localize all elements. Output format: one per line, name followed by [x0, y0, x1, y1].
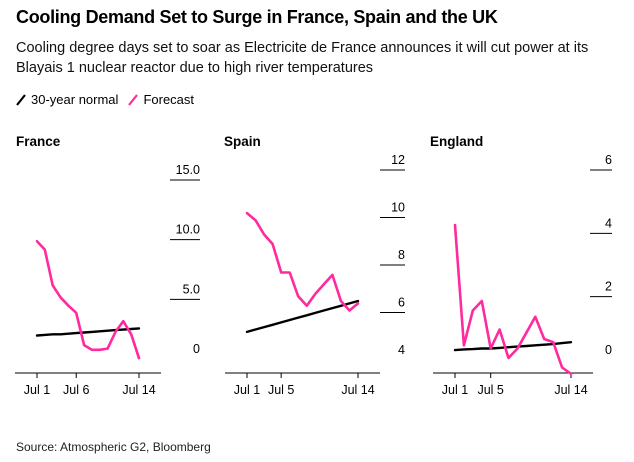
normal-line — [245, 299, 360, 334]
y-tick-label: 0 — [193, 342, 200, 356]
x-tick-label: Jul 1 — [234, 383, 260, 397]
legend-label-normal: 30-year normal — [31, 92, 119, 107]
y-tick-label: 4 — [605, 216, 612, 230]
legend-item-normal: 30-year normal — [16, 92, 118, 107]
x-tick-label: Jul 1 — [442, 383, 468, 397]
panel-title: France — [16, 134, 61, 149]
y-tick-label: 4 — [398, 343, 405, 357]
y-tick-label: 10.0 — [176, 223, 200, 237]
legend-label-forecast: Forecast — [143, 92, 195, 107]
source-note: Source: Atmospheric G2, Bloomberg — [16, 440, 211, 454]
chart-subtitle: Cooling degree days set to soar as Elect… — [16, 40, 589, 76]
x-tick-label: Jul 14 — [341, 383, 374, 397]
y-tick-label: 5.0 — [183, 282, 200, 296]
chart-title: Cooling Demand Set to Surge in France, S… — [16, 7, 498, 27]
x-tick-label: Jul 5 — [477, 383, 503, 397]
y-tick-label: 8 — [398, 248, 405, 262]
normal-swatch-icon — [16, 93, 26, 106]
forecast-line — [245, 211, 360, 312]
y-tick-label: 6 — [605, 153, 612, 167]
forecast-line — [35, 239, 141, 360]
forecast-line — [453, 223, 573, 376]
y-tick-label: 15.0 — [176, 163, 200, 177]
y-tick-label: 10 — [391, 201, 405, 215]
x-tick-label: Jul 6 — [63, 383, 89, 397]
y-tick-label: 2 — [605, 280, 612, 294]
forecast-swatch-icon — [128, 93, 139, 106]
y-tick-label: 12 — [391, 153, 405, 167]
panel-france: France 0 5.0 10.0 15.0 Jul 1 Jul 6 Jul 14 — [15, 134, 200, 397]
panel-england: England 0 2 4 6 Jul 1 Jul 5 Jul 14 — [430, 134, 612, 397]
x-tick-label: Jul 5 — [268, 383, 294, 397]
normal-line — [35, 327, 141, 337]
panel-title: England — [430, 134, 483, 149]
y-tick-label: 6 — [398, 296, 405, 310]
x-tick-label: Jul 14 — [554, 383, 587, 397]
y-tick-label: 0 — [605, 343, 612, 357]
panel-title: Spain — [224, 134, 261, 149]
legend-item-forecast: Forecast — [128, 92, 194, 107]
x-tick-label: Jul 1 — [24, 383, 50, 397]
panel-spain: Spain 4 6 8 10 12 Jul 1 Jul 5 Jul 14 — [224, 134, 405, 397]
legend: 30-year normal Forecast — [16, 92, 204, 107]
x-tick-label: Jul 14 — [122, 383, 155, 397]
normal-line — [453, 341, 573, 352]
